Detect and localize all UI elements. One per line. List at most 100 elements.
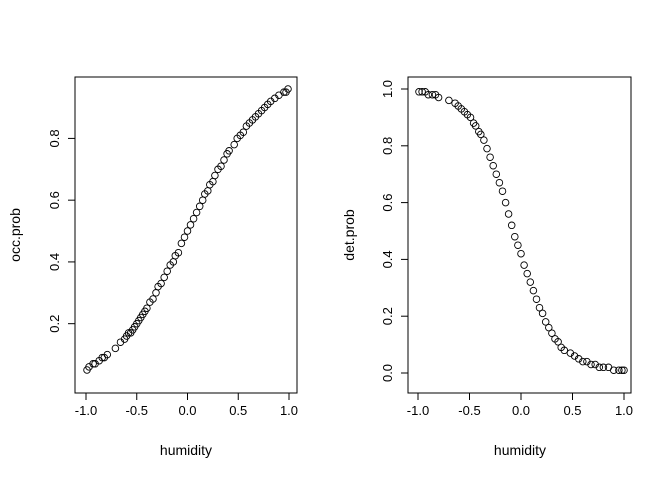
data-point <box>545 323 553 332</box>
y-tick-label: 0.8 <box>380 137 395 155</box>
data-point <box>560 346 569 355</box>
x-tick-label: 0.5 <box>229 403 247 418</box>
data-point <box>198 196 207 204</box>
data-point <box>498 187 507 195</box>
data-point <box>595 363 604 372</box>
data-point <box>111 344 120 353</box>
data-point <box>434 93 443 102</box>
y-tick-label: 0.4 <box>47 253 62 271</box>
data-point <box>501 198 510 207</box>
data-point <box>163 267 171 275</box>
data-point <box>230 140 238 149</box>
data-point <box>152 289 160 297</box>
det-prob-panel: -1.0 -0.5 0.0 0.5 1.0 0.0 0.2 0.4 0.6 0.8 1.0 hum… <box>341 76 633 458</box>
data-point <box>599 363 608 372</box>
y-axis-title: occ.prob <box>7 208 23 262</box>
plot-frame <box>74 76 298 394</box>
data-point <box>492 170 501 178</box>
data-point <box>511 232 519 241</box>
y-tick-label: 0.8 <box>47 129 62 147</box>
data-point <box>466 113 475 122</box>
data-point <box>495 178 504 187</box>
data-point <box>532 295 541 303</box>
x-axis-title: humidity <box>160 442 212 458</box>
data-point <box>445 96 453 105</box>
data-point <box>541 318 550 326</box>
y-tick-label: 0.6 <box>47 191 62 209</box>
data-point <box>507 221 516 230</box>
y-tick-label: 0.6 <box>380 194 395 212</box>
data-point <box>211 171 219 180</box>
data-point <box>504 210 513 218</box>
data-point <box>554 338 562 346</box>
x-tick-label: -1.0 <box>75 403 97 418</box>
data-point <box>615 366 623 374</box>
occ-prob-panel: -1.0 -0.5 0.0 0.5 1.0 0.20.40.60.8 humidity … <box>7 76 298 458</box>
data-point <box>620 366 628 374</box>
data-point <box>160 273 168 282</box>
x-tick-label: 0.0 <box>512 403 530 418</box>
data-point <box>520 261 528 269</box>
data-point <box>471 122 480 130</box>
data-point <box>177 239 186 248</box>
x-tick-label: -1.0 <box>407 403 429 418</box>
data-point <box>480 136 488 144</box>
data-point <box>217 162 225 170</box>
data-point <box>418 88 426 96</box>
data-point <box>489 161 497 170</box>
y-axis: 0.2 0.4 0.6 0.8 <box>47 129 75 333</box>
data-point <box>517 249 525 258</box>
data-point <box>89 360 97 368</box>
data-point <box>220 156 228 164</box>
data-point <box>424 90 433 99</box>
data-points <box>83 85 292 374</box>
data-point <box>477 130 485 139</box>
data-point <box>526 278 535 286</box>
data-point <box>579 357 587 366</box>
y-axis-title: det.prob <box>341 209 357 261</box>
plot-frame <box>407 76 632 394</box>
data-point <box>180 233 189 241</box>
data-point <box>587 360 595 369</box>
data-point <box>174 248 183 257</box>
data-point <box>483 144 491 153</box>
y-tick-label: 0.0 <box>380 364 395 382</box>
data-point <box>548 329 556 337</box>
y-tick-label: 0.4 <box>380 250 395 268</box>
x-tick-label: 1.0 <box>280 403 298 418</box>
data-point <box>225 147 233 155</box>
data-point <box>523 269 531 278</box>
y-tick-label: 0.2 <box>380 307 395 325</box>
data-point <box>103 350 112 359</box>
y-axis: 0.0 0.2 0.4 0.6 0.8 1.0 <box>380 80 408 382</box>
data-point <box>428 90 437 99</box>
data-point <box>183 227 192 235</box>
data-point <box>192 208 201 217</box>
x-tick-label: -0.5 <box>458 403 480 418</box>
data-point <box>529 286 538 295</box>
data-point <box>149 295 157 303</box>
data-point <box>538 309 547 318</box>
data-point <box>535 303 544 312</box>
x-tick-label: 0.5 <box>563 403 581 418</box>
data-point <box>189 214 198 223</box>
x-tick-label: 1.0 <box>615 403 633 418</box>
data-point <box>239 128 248 136</box>
data-point <box>195 202 204 211</box>
data-point <box>157 279 165 288</box>
y-tick-label: 0.2 <box>47 315 62 333</box>
x-axis: -1.0 -0.5 0.0 0.5 1.0 <box>75 393 298 418</box>
x-axis-title: humidity <box>494 442 546 458</box>
x-tick-label: -0.5 <box>126 403 148 418</box>
data-point <box>618 366 626 374</box>
data-point <box>143 304 151 312</box>
x-axis: -1.0 -0.5 0.0 0.5 1.0 <box>407 393 633 418</box>
data-point <box>514 241 522 249</box>
data-points <box>415 88 628 374</box>
y-tick-label: 1.0 <box>380 80 395 98</box>
x-tick-label: 0.0 <box>178 403 196 418</box>
data-point <box>284 85 292 93</box>
data-point <box>609 366 618 374</box>
data-point <box>186 221 195 229</box>
